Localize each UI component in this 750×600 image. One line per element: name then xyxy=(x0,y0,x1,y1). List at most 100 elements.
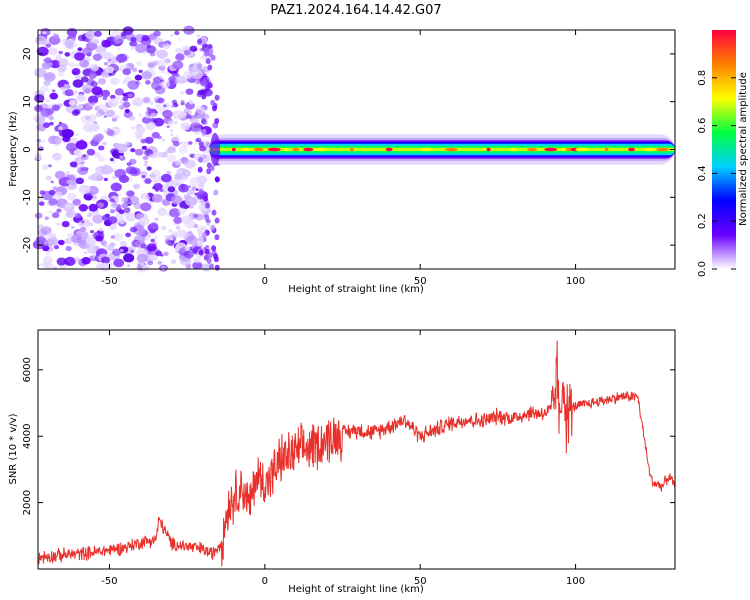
noise-blob xyxy=(157,97,165,104)
noise-blob xyxy=(175,135,179,139)
noise-blob xyxy=(196,225,208,235)
band-hotspot xyxy=(628,147,635,152)
noise-blob xyxy=(180,122,191,131)
noise-blob xyxy=(102,141,107,146)
noise-blob xyxy=(61,220,70,228)
noise-blob xyxy=(86,213,92,218)
noise-blob xyxy=(214,94,220,101)
noise-blob xyxy=(142,155,149,161)
noise-blob xyxy=(190,69,203,80)
noise-blob xyxy=(105,66,115,74)
noise-blob xyxy=(110,235,115,239)
y-tick-label: 2000 xyxy=(22,490,33,515)
noise-blob xyxy=(214,176,220,183)
noise-blob xyxy=(127,80,140,90)
noise-blob xyxy=(184,246,191,252)
noise-blob xyxy=(124,108,130,114)
noise-blob xyxy=(197,38,203,45)
band-hotspot xyxy=(231,147,236,152)
noise-blob xyxy=(88,123,100,132)
noise-blob xyxy=(204,248,210,255)
noise-blob xyxy=(170,34,174,37)
noise-blob xyxy=(132,67,138,72)
noise-blob xyxy=(57,239,65,246)
noise-blob xyxy=(189,176,202,186)
noise-blob xyxy=(186,235,198,245)
noise-blob xyxy=(119,155,123,159)
noise-blob xyxy=(178,146,189,154)
noise-blob xyxy=(127,93,133,98)
noise-blob xyxy=(48,198,58,206)
noise-blob xyxy=(172,60,184,70)
noise-blob xyxy=(127,195,140,206)
noise-blob xyxy=(112,175,117,180)
noise-blob xyxy=(48,210,53,214)
band-hotspot xyxy=(253,147,264,152)
noise-blob xyxy=(135,43,147,53)
noise-blob xyxy=(113,203,117,206)
noise-blob xyxy=(184,159,196,169)
noise-blob xyxy=(172,110,185,120)
noise-blob xyxy=(176,224,180,227)
noise-blob xyxy=(65,170,71,175)
noise-blob xyxy=(110,94,116,100)
noise-blob xyxy=(172,140,180,147)
noise-blob xyxy=(64,238,73,245)
noise-blob xyxy=(88,103,92,107)
noise-blob xyxy=(214,234,220,241)
noise-blob xyxy=(77,47,83,52)
noise-blob xyxy=(206,222,211,226)
noise-blob xyxy=(35,115,46,124)
noise-blob xyxy=(58,126,63,131)
noise-blob xyxy=(79,59,90,68)
noise-blob xyxy=(214,217,220,224)
noise-blob xyxy=(64,89,74,97)
noise-blob xyxy=(89,36,98,44)
noise-blob xyxy=(92,134,103,143)
noise-blob xyxy=(86,148,96,156)
noise-blob xyxy=(102,96,108,101)
noise-blob xyxy=(42,122,51,128)
noise-blob xyxy=(122,26,134,35)
noise-blob xyxy=(56,222,61,226)
noise-blob xyxy=(152,76,162,84)
noise-blob xyxy=(87,95,99,104)
noise-blob xyxy=(140,243,147,249)
noise-blob xyxy=(146,243,157,252)
noise-blob xyxy=(178,38,182,41)
noise-blob xyxy=(101,51,111,60)
colorbar-tick-label: 0.6 xyxy=(697,118,708,134)
noise-blob xyxy=(198,188,204,195)
noise-blob xyxy=(58,50,63,55)
noise-blob xyxy=(49,92,59,100)
noise-blob xyxy=(79,226,87,232)
noise-blob xyxy=(89,230,95,234)
noise-blob xyxy=(138,69,143,73)
noise-blob xyxy=(110,182,122,192)
band-transition-blob xyxy=(210,132,221,167)
noise-blob xyxy=(82,154,86,158)
y-tick-label: -20 xyxy=(22,237,33,253)
noise-blob xyxy=(197,166,203,173)
noise-blob xyxy=(200,89,208,95)
noise-blob xyxy=(197,63,203,70)
noise-blob xyxy=(74,43,78,47)
noise-blob xyxy=(42,164,49,170)
snr-y-ticks: 2000 4000 6000 xyxy=(22,357,675,515)
noise-blob xyxy=(189,122,202,132)
noise-blob xyxy=(185,196,198,207)
band-hotspot xyxy=(656,147,670,152)
noise-blob xyxy=(46,99,51,103)
noise-blob xyxy=(77,34,86,42)
noise-blob xyxy=(122,101,131,108)
noise-blob xyxy=(160,225,167,231)
noise-blob xyxy=(188,63,198,71)
noise-blob xyxy=(180,91,184,95)
noise-blob xyxy=(161,173,172,183)
noise-blob xyxy=(201,93,207,100)
y-tick-label: 6000 xyxy=(22,357,33,382)
noise-blob xyxy=(113,43,117,46)
noise-blob xyxy=(184,219,196,229)
noise-blob xyxy=(213,256,219,263)
noise-blob xyxy=(116,96,121,100)
